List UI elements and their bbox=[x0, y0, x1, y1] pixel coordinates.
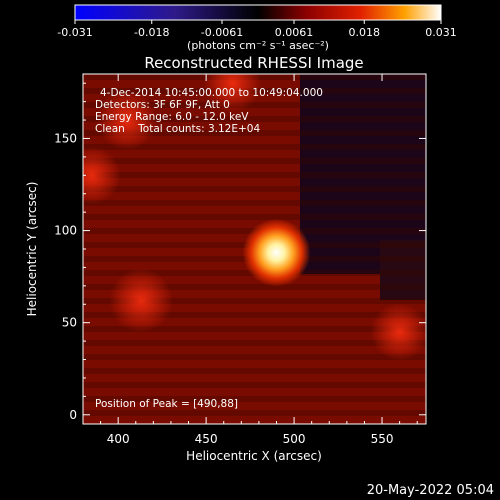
y-axis-label: Heliocentric Y (arcsec) bbox=[25, 182, 39, 317]
annotations: 4-Dec-2014 10:45:00.000 to 10:49:04.000 … bbox=[95, 87, 323, 410]
image-stripe bbox=[83, 130, 426, 136]
image-stripe bbox=[83, 354, 426, 360]
image-stripe bbox=[83, 298, 426, 304]
y-axis: 0 50 100 150 bbox=[54, 82, 426, 422]
x-tick-label: 550 bbox=[371, 432, 394, 446]
image-stripe bbox=[83, 158, 426, 164]
image-stripe bbox=[83, 410, 426, 416]
image-stripe bbox=[83, 214, 426, 220]
x-axis: 400 450 500 550 bbox=[100, 74, 418, 446]
colorbar-tick-label: 0.018 bbox=[349, 26, 381, 39]
image-stripe bbox=[83, 326, 426, 332]
colorbar-gradient bbox=[74, 4, 442, 21]
annotation-time-range: 4-Dec-2014 10:45:00.000 to 10:49:04.000 bbox=[100, 87, 323, 99]
y-tick-label: 0 bbox=[69, 408, 77, 422]
annotation-clean: Clean Total counts: 3.12E+04 bbox=[95, 123, 260, 135]
secondary-source bbox=[83, 146, 121, 205]
plot-dark-right bbox=[380, 240, 426, 300]
plot-area bbox=[83, 74, 426, 424]
y-tick-label: 100 bbox=[54, 224, 77, 238]
x-axis-label: Heliocentric X (arcsec) bbox=[186, 449, 322, 463]
colorbar-tick-label: -0.018 bbox=[134, 26, 169, 39]
x-tick-label: 500 bbox=[283, 432, 306, 446]
footer-timestamp: 20-May-2022 05:04 bbox=[367, 483, 494, 498]
image-stripe bbox=[83, 102, 426, 108]
image-stripe bbox=[83, 116, 426, 122]
colorbar: -0.031 -0.018 -0.0061 0.0061 0.018 0.031 (pho… bbox=[57, 4, 457, 52]
annotation-energy: Energy Range: 6.0 - 12.0 keV bbox=[95, 111, 249, 123]
annotation-detectors: Detectors: 3F 6F 9F, Att 0 bbox=[95, 99, 230, 111]
colorbar-tick-label: -0.031 bbox=[57, 26, 92, 39]
image-stripe bbox=[83, 382, 426, 388]
peak-source bbox=[242, 218, 311, 287]
colorbar-tick-label: 0.031 bbox=[425, 26, 457, 39]
y-tick-label: 50 bbox=[62, 316, 77, 330]
secondary-source bbox=[370, 302, 426, 361]
image-stripes bbox=[83, 74, 426, 416]
colorbar-unit-label: (photons cm⁻² s⁻¹ asec⁻²) bbox=[187, 39, 329, 52]
image-stripe bbox=[83, 186, 426, 192]
colorbar-tick-label: 0.0061 bbox=[275, 26, 314, 39]
image-stripe bbox=[83, 144, 426, 150]
secondary-source bbox=[96, 90, 157, 151]
x-tick-label: 450 bbox=[195, 432, 218, 446]
y-tick-label: 150 bbox=[54, 131, 77, 145]
image-stripe bbox=[83, 312, 426, 318]
image-stripe bbox=[83, 396, 426, 402]
image-sources bbox=[83, 74, 426, 361]
image-stripe bbox=[83, 172, 426, 178]
secondary-source bbox=[109, 268, 174, 333]
chart-title: Reconstructed RHESSI Image bbox=[144, 54, 363, 72]
image-stripe bbox=[83, 284, 426, 290]
image-stripe bbox=[83, 340, 426, 346]
annotation-peak: Position of Peak = [490,88] bbox=[95, 398, 238, 410]
image-stripe bbox=[83, 200, 426, 206]
image-stripe bbox=[83, 368, 426, 374]
x-tick-label: 400 bbox=[107, 432, 130, 446]
colorbar-ticks: -0.031 -0.018 -0.0061 0.0061 0.018 0.031 bbox=[57, 20, 457, 39]
secondary-source bbox=[203, 74, 262, 113]
colorbar-tick-label: -0.0061 bbox=[201, 26, 243, 39]
